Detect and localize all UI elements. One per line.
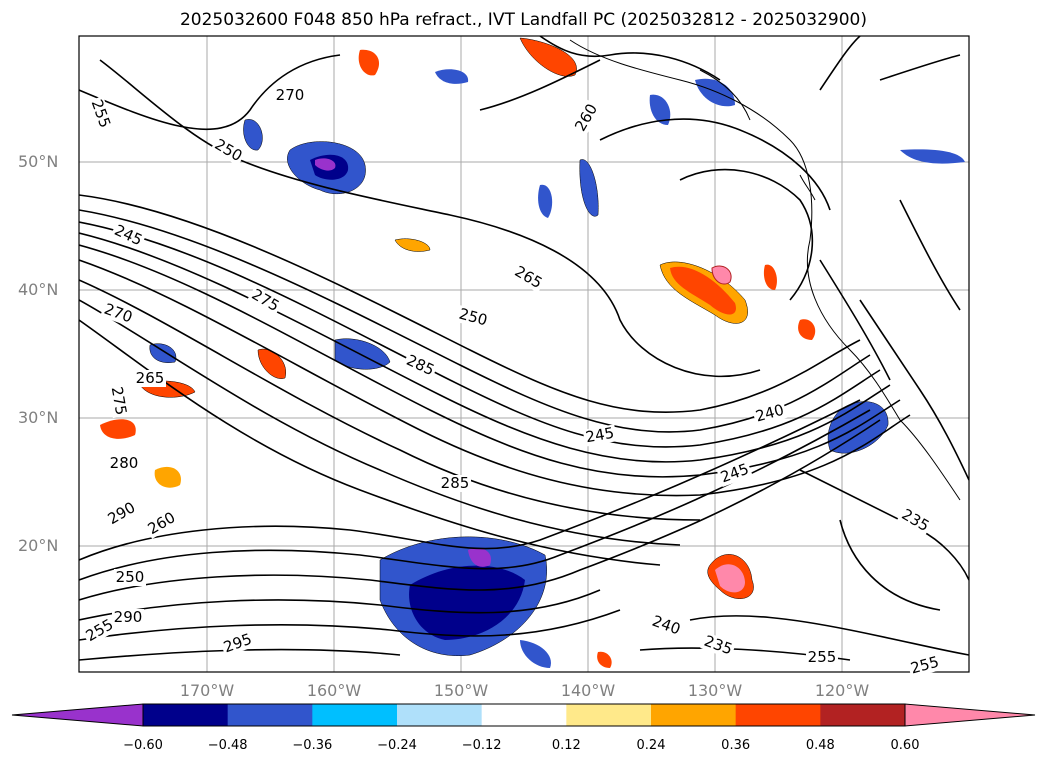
colorbar xyxy=(11,703,1036,727)
colorbar-segment xyxy=(481,704,567,726)
map-title: 2025032600 F048 850 hPa refract., IVT La… xyxy=(179,10,867,30)
lon-label-120w: 120°W xyxy=(814,681,870,700)
contour-label-bg xyxy=(143,508,180,539)
colorbar-extend-high xyxy=(904,703,1036,727)
colorbar-segment xyxy=(312,704,398,726)
contour-label-bg xyxy=(897,505,934,536)
lat-label-40n: 40°N xyxy=(18,280,59,299)
contour-label-bg xyxy=(907,653,943,678)
contour-label-bg xyxy=(806,649,838,666)
lon-label-170w: 170°W xyxy=(179,681,235,700)
colorbar-tick-label: 0.48 xyxy=(805,738,835,753)
contour-label-bg xyxy=(110,221,147,251)
contour-label-bg xyxy=(455,305,491,330)
contour-label-bg xyxy=(112,609,144,626)
colorbar-tick-label: 0.36 xyxy=(721,738,751,753)
contour-label: 265 xyxy=(136,369,165,387)
contour-label-bg xyxy=(274,87,306,104)
colorbar-tick-label: 0.24 xyxy=(636,738,666,753)
colorbar-segment xyxy=(735,704,821,726)
contour-label: 250 xyxy=(116,568,145,586)
contour-label-bg xyxy=(716,460,753,487)
colorbar-tick-label: 0.12 xyxy=(551,738,581,753)
lon-label-150w: 150°W xyxy=(433,681,489,700)
colorbar-extend-low xyxy=(11,703,144,727)
contour-label-bg xyxy=(134,370,166,387)
contour-label-bg xyxy=(210,135,247,166)
contour-label: 270 xyxy=(276,86,305,104)
contour-label: 290 xyxy=(114,608,143,626)
lat-label-50n: 50°N xyxy=(18,152,59,171)
colorbar-tick-label: −0.24 xyxy=(377,738,417,753)
colorbar-tick-label: −0.36 xyxy=(292,738,333,753)
lon-label-160w: 160°W xyxy=(306,681,362,700)
colorbar-tick-label: −0.48 xyxy=(207,738,248,753)
colorbar-segment xyxy=(397,704,483,726)
contour-label-bg xyxy=(114,569,146,586)
lon-label-130w: 130°W xyxy=(687,681,743,700)
contour-label-bg xyxy=(402,351,439,381)
contour-label: 280 xyxy=(110,454,139,472)
contour-label: 275 xyxy=(108,385,131,416)
contour-label-bg xyxy=(103,498,140,529)
colorbar-tick-label: −0.12 xyxy=(461,738,502,753)
contour-label-bg xyxy=(247,285,284,316)
contour-label-bg xyxy=(100,300,137,327)
lat-label-20n: 20°N xyxy=(18,536,59,555)
contour-label-bg xyxy=(219,630,256,657)
contour-label-bg xyxy=(108,455,140,472)
contour-label: 245 xyxy=(584,424,615,447)
coastline xyxy=(569,39,961,501)
contour-label-bg xyxy=(439,475,471,492)
contour-label-bg xyxy=(571,99,602,136)
contour-label-bg xyxy=(87,95,114,132)
contour-label-bg xyxy=(752,401,788,426)
contour-label-bg xyxy=(81,615,118,646)
colorbar-tick-label: 0.60 xyxy=(890,738,920,753)
colorbar-segment xyxy=(566,704,652,726)
colorbar-segment xyxy=(143,704,229,726)
contour-label-bg xyxy=(648,612,685,639)
contour-label-bg xyxy=(107,383,130,419)
colorbar-segment xyxy=(651,704,737,726)
lat-label-30n: 30°N xyxy=(18,408,59,427)
contour-label-bg xyxy=(700,632,737,659)
colorbar-outline xyxy=(142,703,906,727)
contour-label: 255 xyxy=(808,648,837,666)
contour-lines xyxy=(79,36,969,661)
contour-label-bg xyxy=(582,424,618,447)
colorbar-segment xyxy=(820,704,906,726)
colorbar-segment xyxy=(227,704,313,726)
contour-label-bg xyxy=(510,262,547,293)
contour-label: 285 xyxy=(441,474,470,492)
lon-label-140w: 140°W xyxy=(560,681,616,700)
colorbar-tick-label: −0.60 xyxy=(123,738,163,753)
